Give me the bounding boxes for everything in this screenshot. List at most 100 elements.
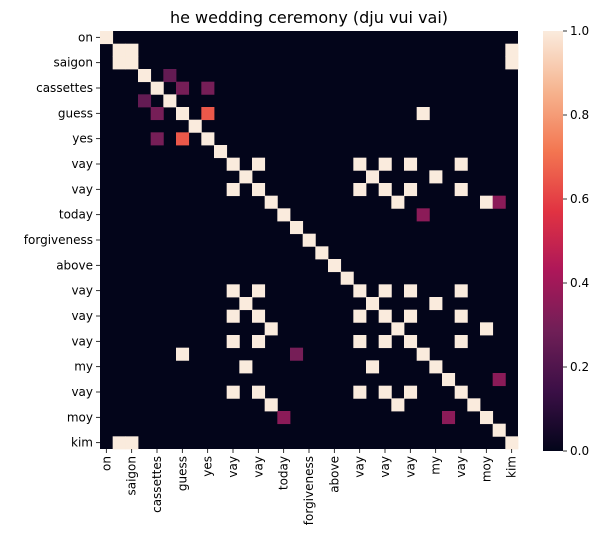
y-tick-label: above (56, 258, 93, 272)
heatmap-cell (252, 183, 266, 197)
colorbar-tick-label: 0.2 (570, 360, 589, 374)
heatmap-cell (290, 221, 304, 235)
heatmap-cell (505, 56, 519, 70)
heatmap-cell (277, 411, 291, 425)
heatmap-cell (429, 297, 443, 311)
x-axis-ticks: on saigon cassettes guess yes vay vay today forg… (99, 449, 519, 525)
y-tick-label: cassettes (36, 81, 93, 95)
x-tick-label: yes (201, 456, 215, 477)
heatmap-cell (366, 360, 380, 374)
heatmap-cell (226, 157, 240, 171)
y-tick-label: my (74, 360, 93, 374)
heatmap-cell (378, 157, 392, 171)
heatmap-cell (290, 347, 304, 361)
heatmap-cell (176, 132, 190, 146)
heatmap-cells (100, 31, 519, 450)
heatmap-cell (328, 259, 342, 273)
y-tick-label: yes (72, 132, 93, 146)
heatmap-cell (150, 107, 164, 121)
heatmap-cell (378, 284, 392, 298)
heatmap-cell (391, 398, 405, 412)
heatmap-cell (201, 132, 215, 146)
heatmap-cell (226, 309, 240, 323)
heatmap-cell (264, 398, 278, 412)
heatmap-cell (353, 157, 367, 171)
heatmap-cell (366, 170, 380, 184)
heatmap-cell (404, 385, 418, 399)
heatmap-cell (239, 297, 253, 311)
heatmap-cell (505, 436, 519, 450)
heatmap-cell (492, 373, 506, 387)
heatmap-cell (188, 119, 202, 133)
heatmap-cell (252, 335, 266, 349)
heatmap-cell (176, 107, 190, 121)
heatmap-cell (416, 208, 430, 222)
heatmap-cell (353, 183, 367, 197)
y-tick-label: today (59, 208, 93, 222)
heatmap-cell (252, 284, 266, 298)
heatmap-cell (416, 347, 430, 361)
x-tick-label: vay (226, 456, 240, 478)
heatmap-cell (442, 373, 456, 387)
heatmap-cell (264, 322, 278, 336)
heatmap-cell (163, 69, 177, 83)
colorbar-tick-label: 0.0 (570, 444, 589, 458)
heatmap-cell (201, 107, 215, 121)
heatmap-cell (214, 145, 228, 159)
heatmap-cell (239, 360, 253, 374)
y-axis-ticks: on saigon cassettes guess yes vay vay today forg… (24, 30, 100, 450)
heatmap-cell (252, 385, 266, 399)
heatmap-cell (404, 284, 418, 298)
heatmap-cell (404, 157, 418, 171)
heatmap-cell (150, 81, 164, 95)
x-tick-label: guess (175, 456, 189, 491)
colorbar-ticks: 0.0 0.2 0.4 0.6 0.8 1.0 (563, 24, 589, 458)
heatmap-cell (480, 411, 494, 425)
x-tick-label: vay (378, 456, 392, 478)
heatmap-cell (125, 436, 139, 450)
heatmap-cell (454, 284, 468, 298)
heatmap-cell (176, 81, 190, 95)
heatmap-cell (125, 56, 139, 70)
y-tick-label: vay (71, 334, 93, 348)
heatmap-cell (378, 183, 392, 197)
heatmap-cell (112, 43, 126, 57)
heatmap-cell (391, 195, 405, 209)
heatmap-cell (404, 183, 418, 197)
heatmap-cell (112, 56, 126, 70)
heatmap-cell (315, 246, 329, 260)
y-tick-label: forgiveness (24, 233, 93, 247)
x-tick-label: above (327, 456, 341, 493)
heatmap-cell (505, 43, 519, 57)
x-tick-label: today (277, 456, 291, 490)
heatmap-cell (264, 195, 278, 209)
heatmap-cell (252, 157, 266, 171)
x-tick-label: my (429, 456, 443, 475)
heatmap-cell (454, 183, 468, 197)
heatmap-cell (100, 31, 114, 45)
heatmap-cell (442, 411, 456, 425)
heatmap-cell (163, 94, 177, 108)
x-tick-label: saigon (125, 456, 139, 496)
heatmap-cell (176, 347, 190, 361)
heatmap-cell (150, 132, 164, 146)
heatmap-cell (353, 385, 367, 399)
heatmap-cell (302, 233, 316, 247)
heatmap-cell (454, 335, 468, 349)
heatmap-cell (277, 208, 291, 222)
heatmap-cell (226, 284, 240, 298)
heatmap-cell (353, 335, 367, 349)
heatmap-cell (429, 360, 443, 374)
heatmap-cell (429, 170, 443, 184)
y-tick-label: vay (71, 182, 93, 196)
heatmap-cell (239, 170, 253, 184)
heatmap-cell (226, 183, 240, 197)
heatmap-cell (378, 309, 392, 323)
y-tick-label: vay (71, 309, 93, 323)
x-tick-label: kim (505, 456, 519, 478)
heatmap-cell (467, 398, 481, 412)
x-tick-label: cassettes (150, 456, 164, 513)
heatmap-cell (492, 423, 506, 437)
